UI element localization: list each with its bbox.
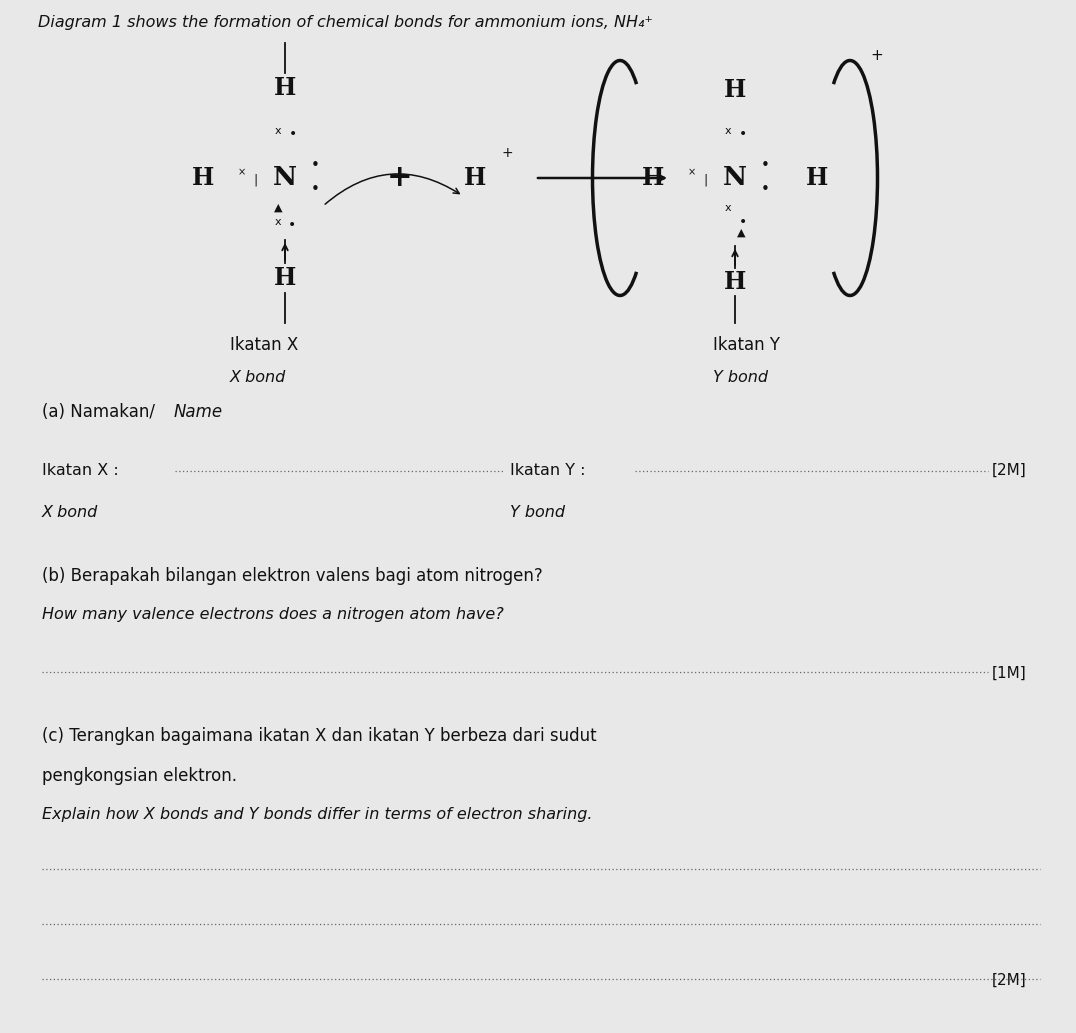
Text: X bond: X bond [42,505,98,520]
Text: Explain how X bonds and Y bonds differ in terms of electron sharing.: Explain how X bonds and Y bonds differ i… [42,807,593,822]
Text: x: x [725,204,732,213]
Text: •: • [311,158,320,174]
Text: (b) Berapakah bilangan elektron valens bagi atom nitrogen?: (b) Berapakah bilangan elektron valens b… [42,567,542,585]
Text: |: | [253,174,257,187]
Text: H: H [724,79,746,102]
Text: ×: × [688,167,696,177]
Text: [2M]: [2M] [992,973,1027,988]
Text: •: • [761,158,769,174]
Text: H: H [464,166,486,190]
Text: H: H [273,267,296,290]
Text: Y bond: Y bond [713,370,768,385]
Text: +: + [870,49,883,63]
Text: |: | [703,174,707,187]
Text: •: • [311,183,320,197]
Text: [2M]: [2M] [992,463,1027,478]
Text: x: x [274,126,281,136]
Text: •: • [288,218,296,232]
Text: Ikatan X: Ikatan X [230,336,298,354]
Text: H: H [641,166,664,190]
Text: pengkongsian elektron.: pengkongsian elektron. [42,766,237,785]
Text: How many valence electrons does a nitrogen atom have?: How many valence electrons does a nitrog… [42,607,504,622]
Text: ×: × [238,167,246,177]
Text: x: x [274,217,281,227]
Text: H: H [192,166,214,190]
Text: +: + [387,163,413,192]
Text: H: H [806,166,829,190]
Text: (c) Terangkan bagaimana ikatan X dan ikatan Y berbeza dari sudut: (c) Terangkan bagaimana ikatan X dan ika… [42,727,596,745]
Text: [1M]: [1M] [992,666,1027,681]
Text: Ikatan Y :: Ikatan Y : [510,463,591,478]
Text: •: • [739,127,747,140]
Text: Name: Name [174,403,223,421]
Text: (a) Namakan/: (a) Namakan/ [42,403,160,421]
Text: •: • [761,183,769,197]
Text: ▲: ▲ [737,228,746,238]
Text: •: • [288,127,297,140]
Text: Ikatan X :: Ikatan X : [42,463,124,478]
Text: •: • [739,215,747,229]
Text: H: H [273,76,296,100]
Text: Ikatan Y: Ikatan Y [713,336,780,354]
Text: N: N [723,165,747,190]
Text: x: x [725,126,732,136]
Text: +: + [501,146,513,160]
Text: Diagram 1 shows the formation of chemical bonds for ammonium ions, NH₄⁺: Diagram 1 shows the formation of chemica… [38,15,653,30]
Text: N: N [273,165,297,190]
Text: H: H [724,270,746,294]
Text: X bond: X bond [230,370,286,385]
Text: Y bond: Y bond [510,505,565,520]
Text: ▲: ▲ [273,204,282,213]
